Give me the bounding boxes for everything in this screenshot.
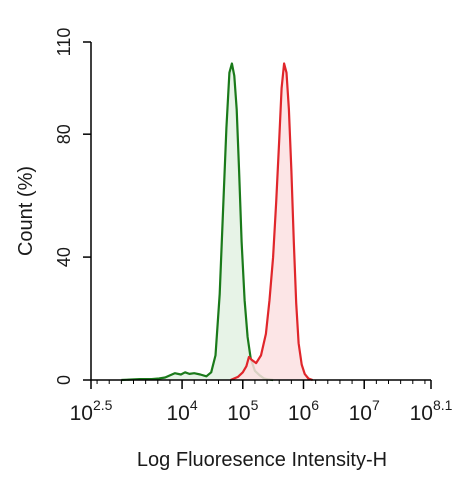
series-1-line <box>121 62 274 382</box>
x-tick-label: 105 <box>227 397 258 425</box>
series-1-area <box>121 63 274 380</box>
y-axis-title: Count (%) <box>15 166 37 256</box>
y-tick-label: 40 <box>54 247 74 267</box>
y-tick-label: 110 <box>54 28 74 57</box>
x-tick-label: 106 <box>288 397 319 425</box>
series-2-line <box>230 62 313 382</box>
y-axis: 0 40 80 110 <box>54 28 91 385</box>
x-axis: 102.5 104 105 106 107 108.1 <box>70 380 453 425</box>
x-tick-label: 108.1 <box>410 397 453 425</box>
series-2-area <box>230 63 313 380</box>
x-tick-label: 107 <box>349 397 380 425</box>
series-layer <box>121 62 313 382</box>
x-axis-title: Log Fluoresence Intensity-H <box>137 449 387 471</box>
x-tick-label: 102.5 <box>70 397 113 425</box>
y-tick-label: 0 <box>54 375 74 385</box>
y-tick-label: 80 <box>54 124 74 144</box>
x-tick-label: 104 <box>166 397 197 425</box>
